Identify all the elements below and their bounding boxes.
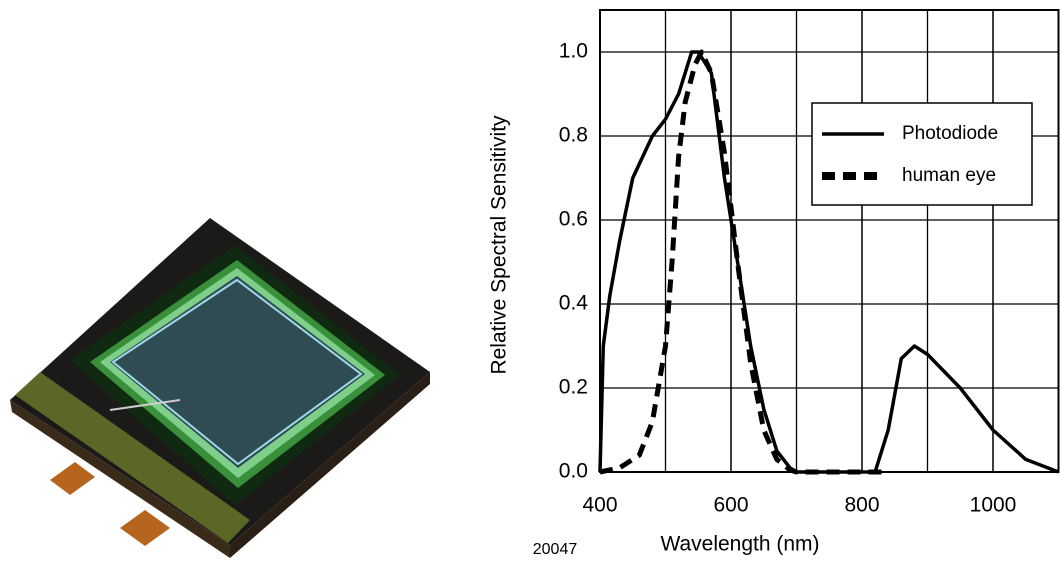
legend-label: human eye	[902, 165, 996, 186]
x-tick-label: 1000	[970, 494, 1017, 517]
x-tick-label: 800	[844, 494, 879, 517]
y-tick-label: 0.8	[559, 124, 588, 147]
y-tick-label: 0.2	[559, 376, 588, 399]
y-tick-label: 0.4	[559, 292, 589, 315]
y-tick-label: 1.0	[559, 40, 588, 63]
x-axis-label: Wavelength (nm)	[660, 533, 819, 556]
y-axis-label: Relative Spectral Sensitivity	[488, 115, 511, 375]
legend-label: Photodiode	[902, 123, 998, 144]
legend-box	[812, 103, 1032, 205]
page: Wavelength (nm) Relative Spectral Sensit…	[0, 0, 1060, 563]
plot-area: Wavelength (nm) Relative Spectral Sensit…	[488, 115, 820, 558]
plot-frame	[600, 10, 1059, 472]
x-tick-label: 400	[582, 494, 617, 517]
figure-code: 20047	[533, 541, 578, 558]
y-tick-label: 0.6	[559, 208, 588, 231]
y-tick-label: 0.0	[559, 460, 588, 483]
x-tick-label: 600	[713, 494, 748, 517]
photodiode-photo	[10, 218, 430, 558]
